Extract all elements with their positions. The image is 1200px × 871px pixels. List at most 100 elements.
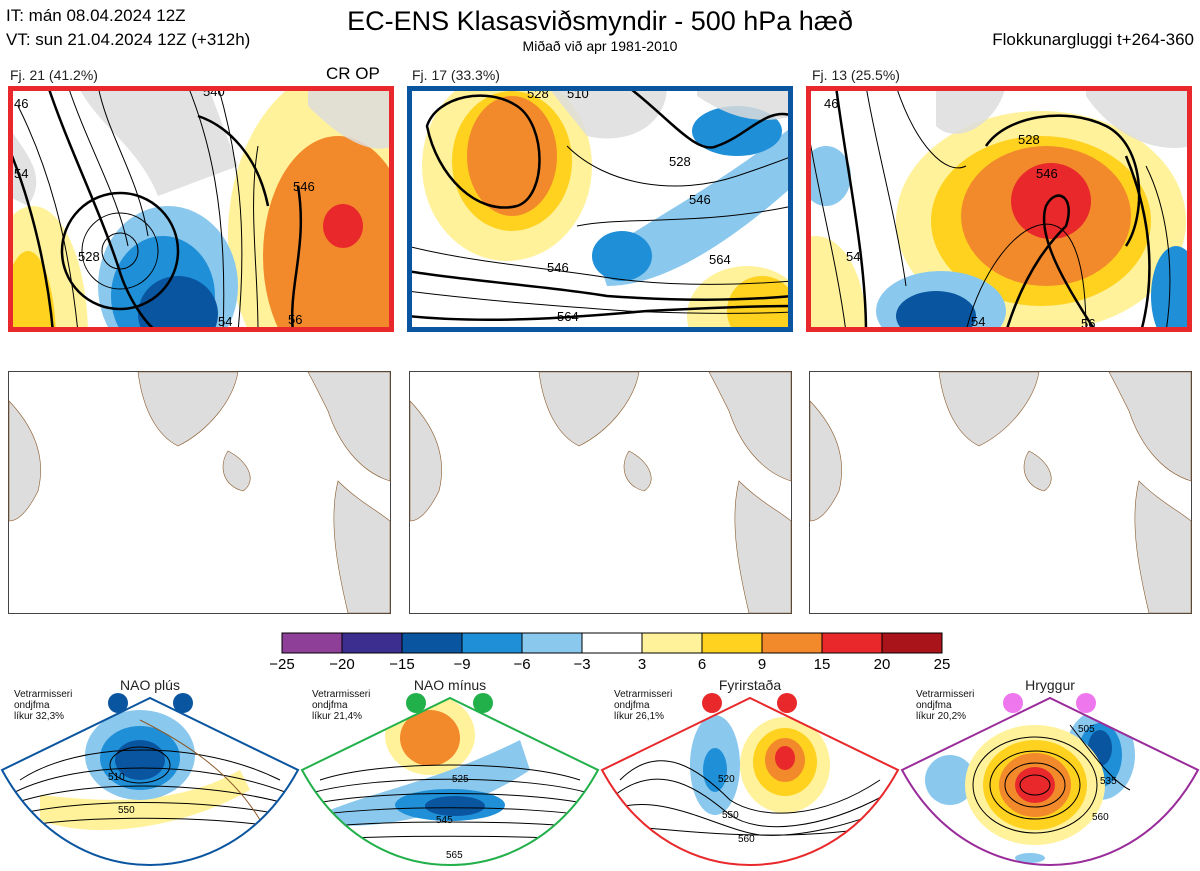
p1-contour-label: 46: [14, 96, 28, 111]
cluster-map-3-frame: [806, 86, 1192, 332]
regime-months: ondjfma: [916, 700, 952, 711]
fan-contour-label: 505: [1078, 724, 1095, 735]
cluster-map-3-svg: 46 528 546 54 56 54: [806, 86, 1192, 332]
colorbar: [281, 632, 943, 659]
fan-blocking-border: [600, 696, 900, 867]
header-info: IT: mán 08.04.2024 12Z VT: sun 21.04.202…: [6, 4, 250, 52]
p2-contour-label: 564: [557, 309, 579, 324]
p1-contour-label: 54: [14, 166, 28, 181]
colorbar-tick-label: 15: [813, 656, 831, 673]
fan-contour-label: 560: [738, 834, 755, 845]
colorbar-tick-label: 3: [637, 656, 647, 673]
p2-contour-label: 528: [669, 154, 691, 169]
colorbar-tick-label: −15: [389, 656, 415, 673]
regime-probability: líkur 32,3%: [14, 711, 65, 722]
fan-nao-minus-border: [300, 696, 600, 867]
empty-map-2: [409, 371, 792, 614]
regime-probability: líkur 26,1%: [614, 711, 665, 722]
fan-contour-label: 535: [1100, 776, 1117, 787]
regime-months: ondjfma: [614, 700, 650, 711]
colorbar-tick-label: 6: [697, 656, 707, 673]
p2-contour-label: 564: [709, 252, 731, 267]
p3-contour-label: 54: [846, 249, 860, 264]
regime-probability-block: Vetrarmisseri ondjfma líkur 20,2%: [916, 689, 974, 722]
fan-contour-label: 560: [1092, 812, 1109, 823]
colorbar-tick-label: −9: [453, 656, 471, 673]
colorbar-segment: [761, 632, 823, 654]
cluster-map-2: 528 546 564 546 564 528 510: [407, 86, 793, 332]
colorbar-tick-label: −3: [573, 656, 591, 673]
regime-title: Hryggur: [1025, 677, 1075, 693]
empty-map-3: [809, 371, 1192, 614]
fan-contour-label: 550: [722, 810, 739, 821]
regime-dot: [702, 693, 722, 713]
colorbar-segment: [701, 632, 763, 654]
fan-nao-plus-border: [0, 696, 300, 867]
regime-season: Vetrarmisseri: [916, 689, 975, 700]
regime-dot: [1003, 693, 1023, 713]
cluster-map-1-frame: [8, 86, 394, 332]
colorbar-segment: [581, 632, 643, 654]
colorbar-segment: [521, 632, 583, 654]
p3-contour-label: 528: [1018, 132, 1040, 147]
colorbar-segment: [881, 632, 943, 654]
regime-fans: 510 550 525 545 565 520 550 560 505 535 …: [0, 693, 1200, 867]
empty-map-1: [8, 371, 391, 614]
regime-season: Vetrarmisseri: [14, 689, 73, 700]
regime-title: Fyrirstaða: [718, 677, 782, 693]
colorbar-segment: [281, 632, 343, 654]
p3-contour-label: 546: [1036, 166, 1058, 181]
regime-season: Vetrarmisseri: [614, 689, 673, 700]
cluster-map-2-svg: 528 546 564 546 564 528 510: [407, 86, 793, 332]
regime-dot: [1076, 693, 1096, 713]
regime-season: Vetrarmisseri: [312, 689, 371, 700]
regime-dot: [173, 693, 193, 713]
empty-map-3-svg: [809, 371, 1192, 614]
colorbar-tick-label: −6: [513, 656, 531, 673]
regime-months: ondjfma: [14, 700, 50, 711]
p2-contour-label: 546: [547, 260, 569, 275]
p1-contour-label: 56: [288, 312, 302, 327]
regime-dot: [406, 693, 426, 713]
panel-1-label: Fj. 21 (41.2%): [10, 67, 98, 83]
regime-title: NAO mínus: [413, 677, 487, 693]
page-title: EC-ENS Klasasviðsmyndir - 500 hPa hæð: [347, 6, 853, 36]
page-subtitle: Miðað við apr 1981-2010: [522, 38, 678, 54]
p2-contour-label: 546: [689, 192, 711, 207]
fan-ridge-border: [900, 696, 1200, 867]
fan-contour-label: 510: [108, 772, 125, 783]
fan-contour-label: 545: [436, 815, 453, 826]
regime-months: ondjfma: [312, 700, 348, 711]
regime-probability-block: Vetrarmisseri ondjfma líkur 32,3%: [14, 689, 72, 722]
p3-contour-label: 46: [824, 96, 838, 111]
panel-1-op-marker: CR OP: [326, 64, 380, 83]
empty-map-1-svg: [8, 371, 391, 614]
colorbar-tick-label: 20: [873, 656, 891, 673]
regime-probability: líkur 20,2%: [916, 711, 967, 722]
p1-contour-label: 546: [293, 179, 315, 194]
p3-contour-label: 54: [971, 314, 985, 329]
regime-dot: [473, 693, 493, 713]
initial-time: IT: mán 08.04.2024 12Z: [6, 6, 186, 25]
classification-window: Flokkunargluggi t+264-360: [992, 30, 1194, 49]
cluster-map-1-svg: 46 54 528 540 546 54 56: [8, 86, 394, 332]
fan-contour-label: 550: [118, 805, 135, 816]
empty-map-2-svg: [409, 371, 792, 614]
valid-time: VT: sun 21.04.2024 12Z (+312h): [6, 30, 251, 49]
colorbar-tick-label: 25: [933, 656, 951, 673]
p1-contour-label: 528: [78, 249, 100, 264]
colorbar-svg: [281, 632, 943, 654]
colorbar-segment: [341, 632, 403, 654]
regime-title: NAO plús: [120, 677, 180, 693]
colorbar-segment: [461, 632, 523, 654]
regime-dot: [777, 693, 797, 713]
colorbar-segment: [821, 632, 883, 654]
fan-contour-label: 565: [446, 850, 463, 861]
fan-contour-label: 525: [452, 774, 469, 785]
fan-contour-label: 520: [718, 774, 735, 785]
colorbar-tick-label: 9: [757, 656, 767, 673]
regime-probability: líkur 21,4%: [312, 711, 363, 722]
colorbar-segment: [401, 632, 463, 654]
colorbar-tick-label: −20: [329, 656, 355, 673]
regime-probability-block: Vetrarmisseri ondjfma líkur 26,1%: [614, 689, 672, 722]
